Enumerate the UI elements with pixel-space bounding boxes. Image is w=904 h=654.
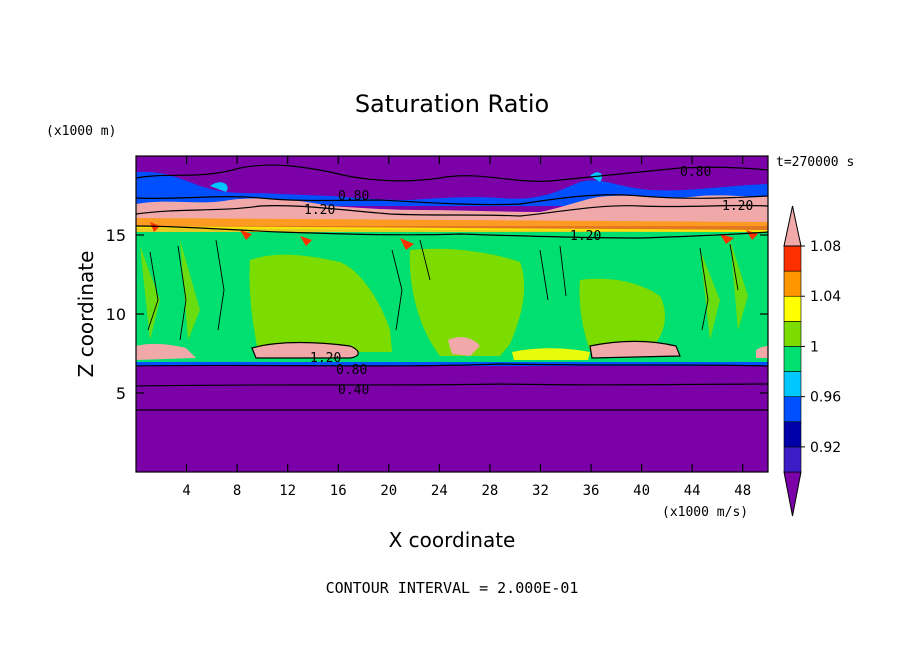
y-tick-label: 10: [106, 305, 126, 324]
x-tick-label: 44: [684, 483, 701, 499]
contour-label: 1.20: [570, 229, 601, 244]
colorbar-swatch: [783, 321, 802, 347]
y-tick-label: 15: [106, 226, 126, 245]
contour-080-top: [136, 164, 768, 182]
base-patch-6: [756, 346, 768, 358]
x-axis-ticks: 4 8 12 16 20 24 28 32 36 40 44 48: [182, 156, 751, 499]
lime-region-left: [249, 254, 392, 352]
contour-label: 1.20: [310, 351, 341, 366]
colorbar-swatch: [783, 371, 802, 397]
x-tick-label: 4: [182, 483, 190, 499]
y-unit-label: (x1000 m): [46, 124, 116, 139]
base-patch-5: [590, 341, 680, 358]
x-tick-label: 8: [233, 483, 241, 499]
contour-cloud-streaks: [147, 239, 739, 341]
x-tick-label: 20: [380, 483, 397, 499]
contour-120-patch: [251, 341, 359, 359]
x-unit-label: (x1000 m/s): [662, 505, 748, 520]
contour-label: 0.40: [338, 383, 369, 398]
contour-label: 1.20: [722, 199, 753, 214]
supersaturated-band: [136, 195, 768, 226]
colorbar-swatch: [783, 346, 802, 372]
colorbar-label: 1: [810, 339, 819, 355]
base-patch-3: [448, 337, 480, 356]
colorbar-swatch: [783, 245, 802, 272]
lime-region-right: [579, 278, 665, 350]
x-tick-label: 36: [583, 483, 600, 499]
lime-region-center: [409, 248, 525, 356]
base-patch-2: [252, 342, 359, 358]
contour-label: 0.80: [680, 165, 711, 180]
x-axis-label: X coordinate: [389, 528, 516, 552]
contour-040: [136, 383, 768, 387]
colorbar-extend-max: [783, 205, 802, 247]
base-patch-4: [512, 348, 590, 360]
y-axis-label: Z coordinate: [74, 251, 98, 378]
base-patch-1: [136, 343, 196, 360]
contour-lines: [136, 164, 768, 411]
contour-label-group: 0.80 0.80 1.20 1.20 1.20 1.20 0.80 0.40: [304, 165, 753, 398]
y-axis-ticks: 5 10 15: [106, 226, 768, 403]
contour-label: 1.20: [304, 203, 335, 218]
contour-label: 0.80: [338, 189, 369, 204]
chart-title: Saturation Ratio: [355, 90, 549, 118]
colorbar-label: 1.08: [810, 239, 841, 255]
x-tick-label: 24: [431, 483, 448, 499]
transition-strip: [136, 362, 768, 366]
heatmap-field: 0.80 0.80 1.20 1.20 1.20 1.20 0.80 0.40: [136, 156, 768, 472]
colorbar-swatch: [783, 396, 802, 423]
colorbar: 0.92 0.96 1 1.04 1.08: [783, 205, 841, 517]
colorbar-label: 0.96: [810, 390, 841, 406]
colorbar-swatch: [783, 446, 802, 473]
colorbar-extend-min: [783, 471, 802, 517]
x-tick-label: 16: [330, 483, 347, 499]
x-tick-label: 28: [481, 483, 498, 499]
contour-120-patch-2: [589, 340, 681, 359]
contour-080-upper: [136, 194, 768, 206]
lower-dry-layer: [136, 366, 768, 472]
x-tick-label: 32: [532, 483, 549, 499]
contour-label: 0.80: [336, 363, 367, 378]
colorbar-label: 0.92: [810, 440, 841, 456]
y-tick-label: 5: [116, 384, 126, 403]
colorbar-swatch: [783, 295, 802, 322]
colorbar-swatch: [783, 270, 802, 297]
contour-120-upper: [136, 204, 768, 217]
contour-120-lower: [136, 225, 768, 239]
colorbar-label: 1.04: [810, 289, 841, 305]
x-tick-label: 48: [734, 483, 751, 499]
contour-interval-label: CONTOUR INTERVAL = 2.000E-01: [326, 579, 579, 597]
time-label: t=270000 s: [776, 155, 854, 170]
colorbar-swatch: [783, 421, 802, 448]
contour-080-lower: [136, 363, 768, 367]
x-tick-label: 12: [279, 483, 296, 499]
x-tick-label: 40: [633, 483, 650, 499]
